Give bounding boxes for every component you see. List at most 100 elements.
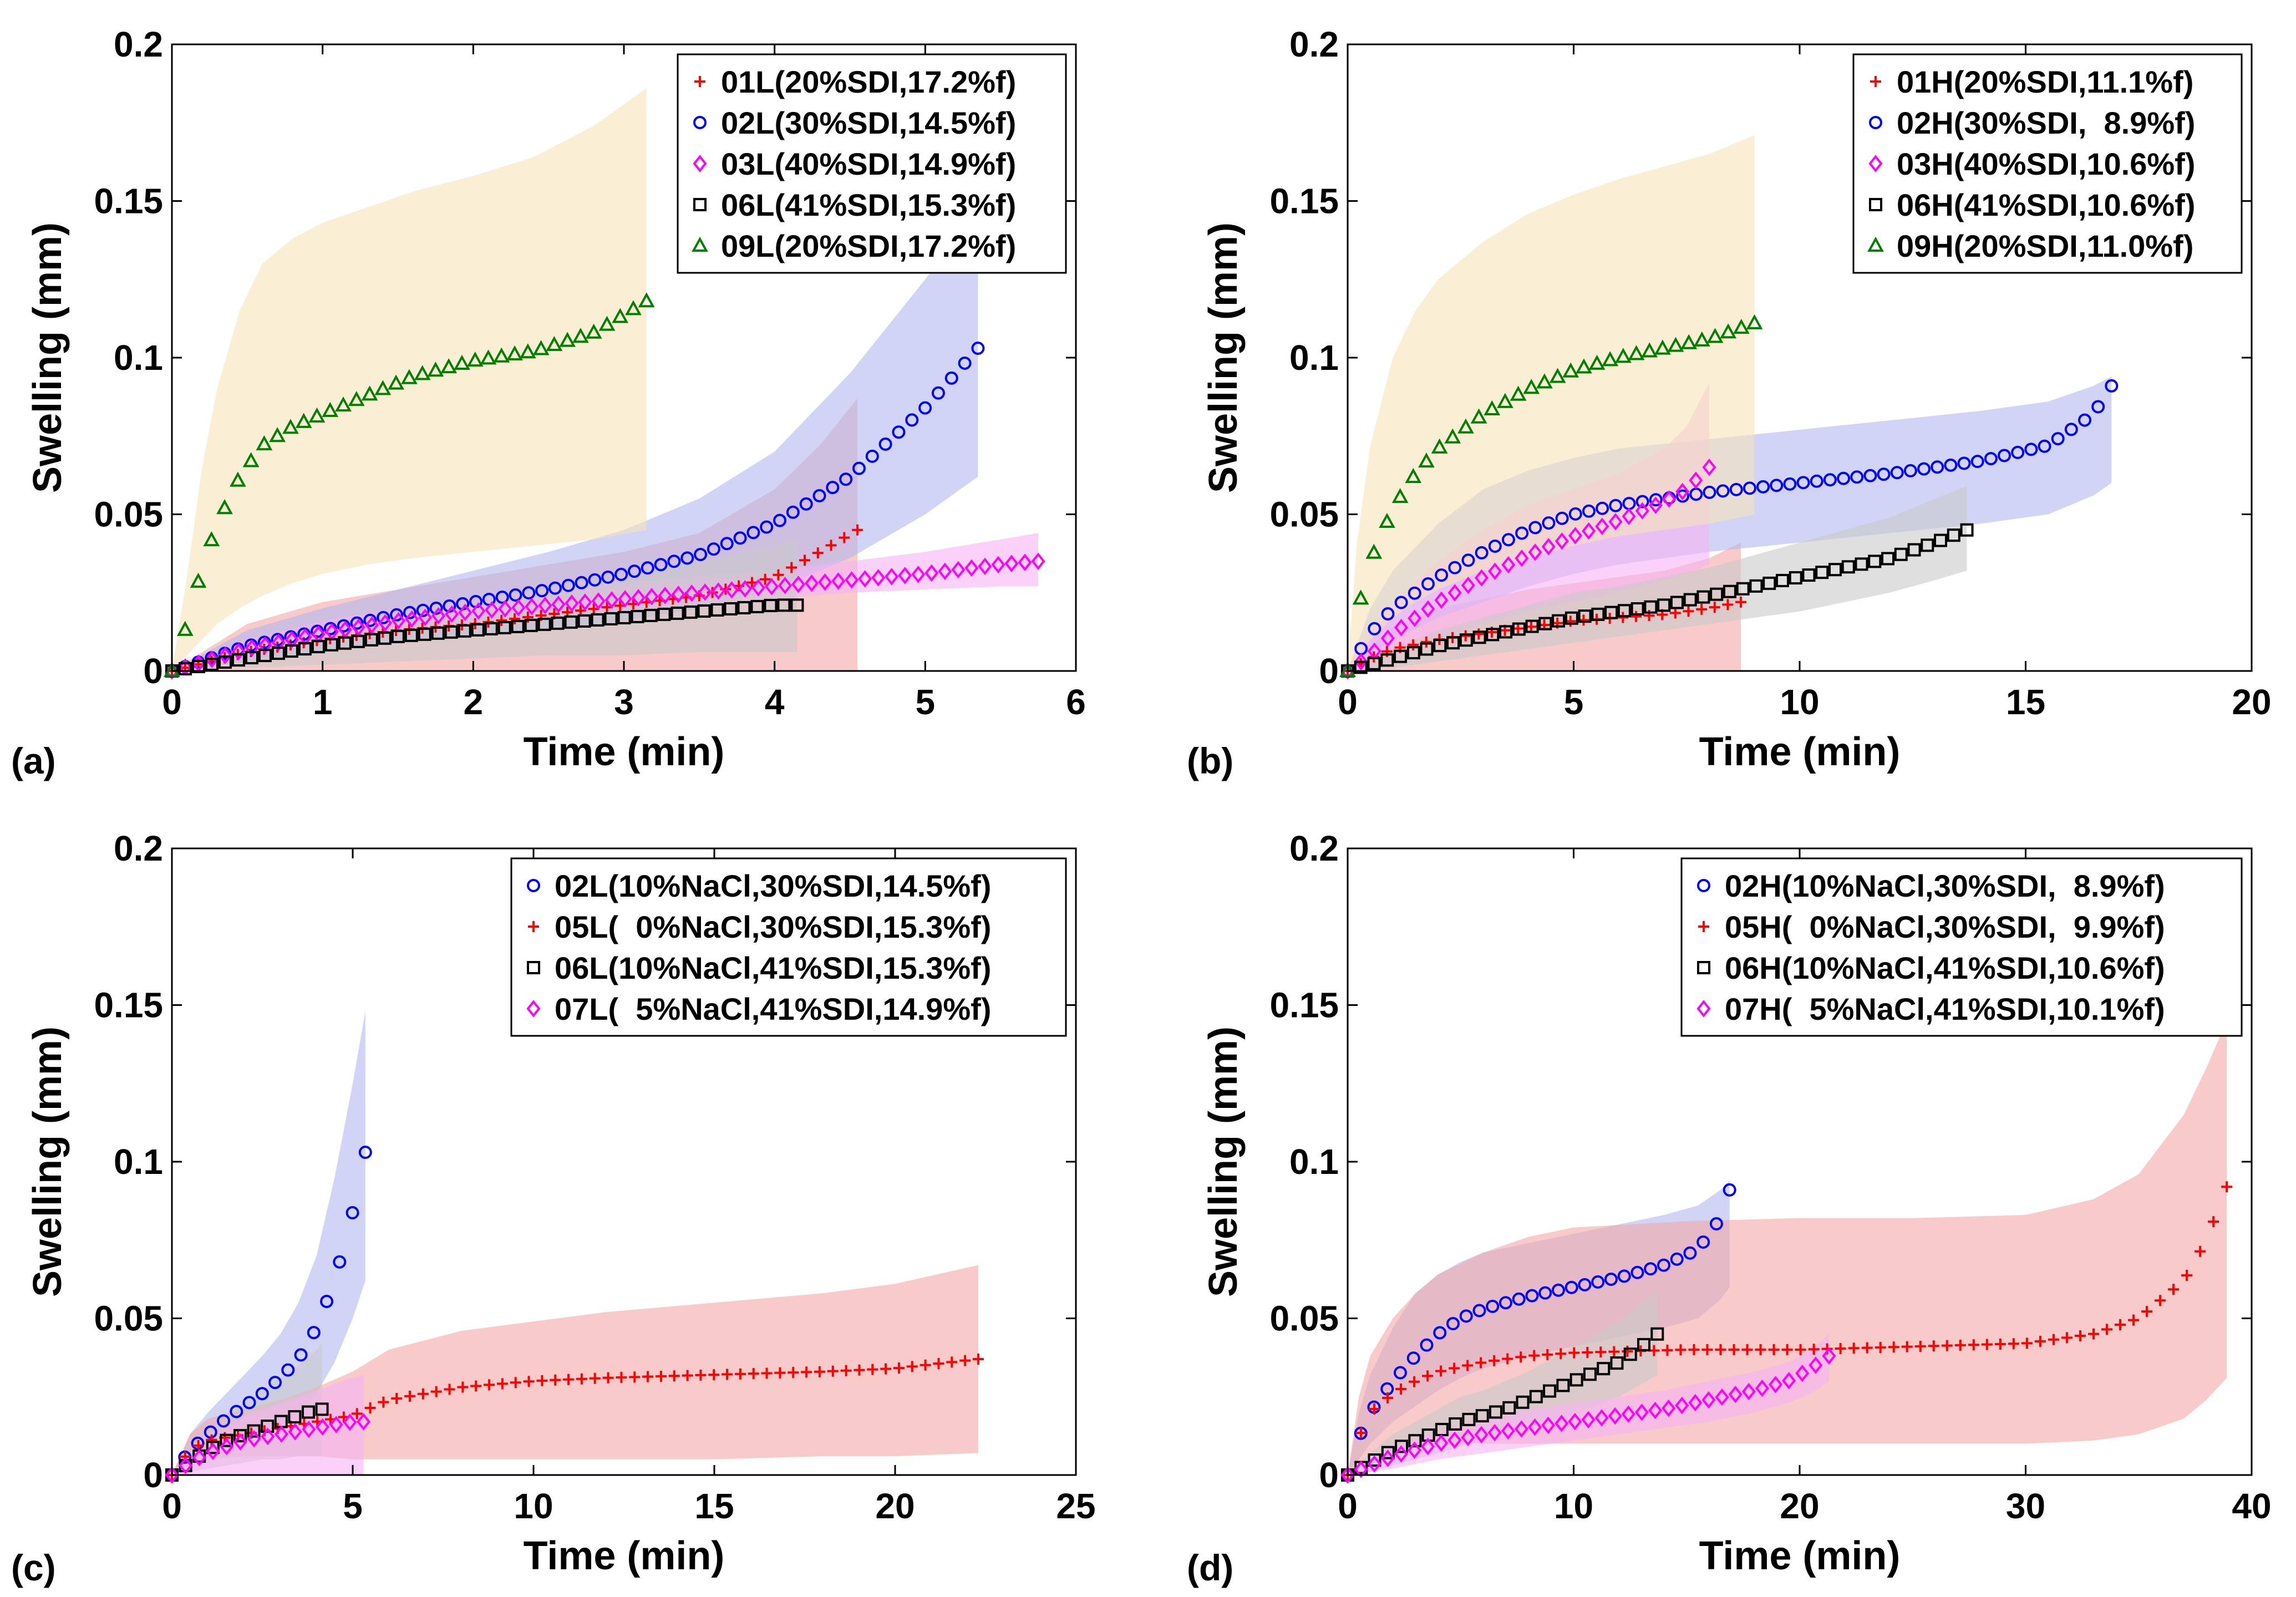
data-point	[1914, 1340, 1926, 1352]
data-point	[288, 1410, 302, 1424]
data-point	[1446, 636, 1460, 650]
data-point	[1729, 482, 1743, 496]
data-point	[233, 1433, 247, 1451]
data-point	[774, 1367, 786, 1379]
y-tick-label: 0.1	[1289, 1142, 1339, 1182]
x-tick-label: 30	[2006, 1486, 2045, 1526]
data-point	[1551, 1283, 1565, 1297]
data-point	[698, 583, 712, 601]
data-point	[471, 623, 485, 637]
x-tick-label: 20	[875, 1486, 915, 1526]
data-point	[1701, 1344, 1713, 1355]
data-point	[598, 316, 616, 331]
data-point	[738, 580, 752, 598]
data-point	[288, 1423, 302, 1441]
data-point	[2141, 1306, 2153, 1318]
data-point	[351, 1408, 363, 1420]
data-point	[1486, 628, 1500, 642]
data-point	[1596, 501, 1609, 515]
data-point	[525, 598, 539, 616]
data-point	[565, 594, 579, 612]
data-point	[905, 413, 919, 427]
data-point	[256, 435, 273, 451]
legend-entry: 03H(40%SDI,10.6%f)	[1897, 146, 2195, 181]
data-point	[1715, 1388, 1729, 1406]
data-point	[1903, 464, 1917, 477]
data-point	[1536, 373, 1553, 389]
data-point	[2128, 1314, 2140, 1326]
legend-marker	[693, 116, 707, 129]
confidence-band-3	[1348, 1334, 1829, 1475]
legend-box	[1680, 857, 2243, 1037]
data-point	[1515, 550, 1529, 567]
data-point	[1591, 607, 1605, 621]
data-point	[1823, 473, 1837, 487]
data-point	[2061, 1332, 2073, 1344]
data-point	[535, 584, 549, 598]
data-point	[1527, 1418, 1542, 1436]
data-point	[471, 602, 486, 620]
data-point	[618, 590, 632, 608]
data-point	[1888, 1341, 1899, 1353]
data-point	[920, 1359, 931, 1371]
data-point	[1394, 596, 1408, 609]
data-point	[1555, 1348, 1567, 1360]
data-point	[852, 524, 863, 536]
data-point	[418, 608, 433, 627]
data-point	[1662, 1344, 1673, 1356]
y-tick-label: 0.2	[114, 828, 163, 868]
y-tick-label: 0	[1319, 1455, 1339, 1495]
data-point	[1472, 1304, 1486, 1318]
data-point	[1368, 622, 1381, 635]
data-point	[2101, 1324, 2113, 1335]
series-3	[165, 1413, 371, 1484]
data-point	[657, 607, 671, 621]
data-point	[1447, 1431, 1462, 1449]
data-point	[1696, 590, 1710, 604]
legend-marker	[693, 155, 707, 172]
data-point	[682, 1370, 693, 1381]
data-point	[1781, 1344, 1793, 1355]
data-point	[1380, 629, 1395, 647]
legend-marker	[526, 1000, 541, 1018]
data-point	[1733, 318, 1750, 334]
y-tick-label: 0.15	[94, 985, 163, 1025]
chart-panel-b: 0 5 10 15 20 0 0.05 0.1 0.15 0.2 Time (min) Swellin…	[1187, 24, 2272, 781]
data-point	[1723, 584, 1736, 598]
data-point	[778, 577, 793, 594]
data-point	[616, 1372, 627, 1384]
data-point	[1541, 1416, 1556, 1435]
data-point	[285, 644, 298, 658]
data-point	[1667, 337, 1684, 352]
data-point	[801, 1366, 812, 1378]
legend: 01L(20%SDI,17.2%f) 02L(30%SDI,14.5%f) 03L(…	[677, 53, 1067, 274]
series-1	[1341, 379, 2119, 678]
data-point	[218, 655, 232, 669]
data-point	[165, 1466, 179, 1484]
data-point	[1621, 1405, 1635, 1423]
data-point	[750, 599, 764, 613]
data-point	[814, 1366, 825, 1377]
y-tick-label: 0	[143, 651, 163, 691]
data-point	[1380, 653, 1394, 667]
data-point	[414, 365, 431, 380]
data-point	[631, 609, 644, 623]
data-point	[351, 618, 366, 637]
data-point	[724, 581, 739, 599]
data-point	[458, 603, 473, 622]
data-point	[892, 425, 906, 439]
data-point	[231, 643, 246, 660]
data-point	[751, 579, 765, 597]
data-point	[972, 1353, 984, 1365]
x-tick-label: 5	[916, 682, 936, 722]
data-point	[430, 1386, 442, 1397]
data-point	[495, 590, 509, 604]
data-point	[1881, 552, 1895, 566]
data-point	[1644, 600, 1658, 614]
data-point	[959, 1355, 971, 1366]
data-point	[1654, 339, 1671, 355]
data-point	[1970, 455, 1984, 469]
data-point	[564, 615, 578, 629]
legend: 01H(20%SDI,11.1%f) 02H(30%SDI, 8.9%f) 03H(…	[1852, 53, 2243, 274]
legend-entry: 02H(10%NaCl,30%SDI, 8.9%f)	[1725, 868, 2165, 903]
